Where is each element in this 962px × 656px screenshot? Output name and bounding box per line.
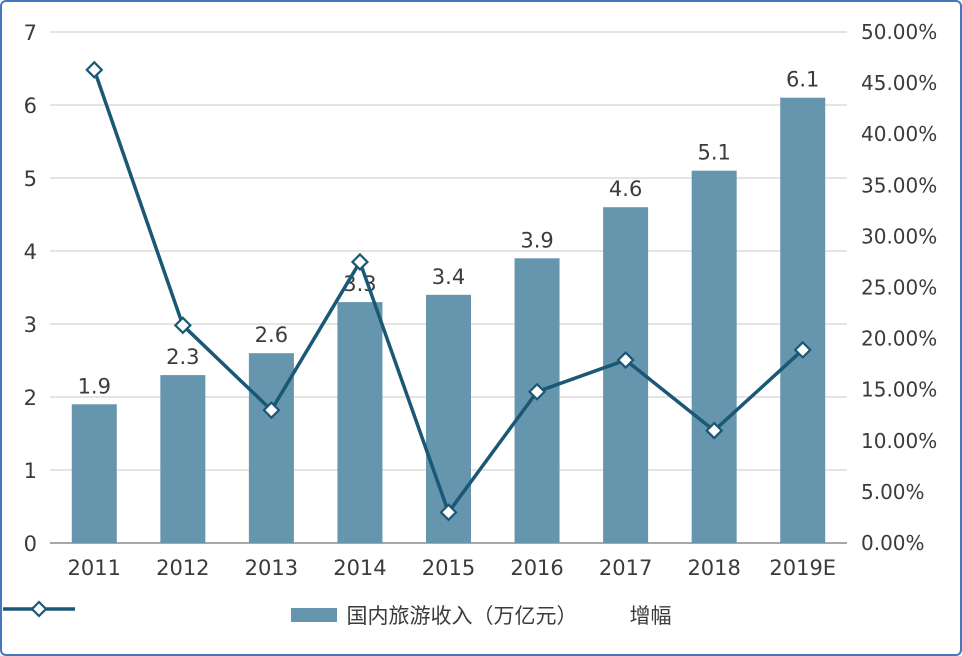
right-axis-tick-label: 10.00% bbox=[861, 429, 937, 453]
chart-legend: 国内旅游收入（万亿元） 增幅 bbox=[2, 600, 960, 630]
bar bbox=[603, 207, 649, 543]
legend-bar-swatch bbox=[290, 608, 337, 622]
left-axis-tick-label: 2 bbox=[24, 386, 37, 410]
left-axis-tick-label: 5 bbox=[24, 167, 37, 191]
bar bbox=[337, 302, 383, 543]
left-axis-tick-label: 6 bbox=[24, 94, 37, 118]
right-axis-tick-label: 15.00% bbox=[861, 378, 937, 402]
bar-value-label: 2.3 bbox=[166, 345, 199, 369]
category-label: 2013 bbox=[245, 556, 298, 580]
legend-item-growth: 增幅 bbox=[3, 600, 672, 630]
line-marker bbox=[350, 252, 369, 272]
left-axis-tick-label: 0 bbox=[24, 532, 37, 556]
right-axis-tick-label: 40.00% bbox=[861, 122, 937, 146]
right-axis-tick-label: 20.00% bbox=[861, 327, 937, 351]
category-label: 2012 bbox=[156, 556, 209, 580]
left-axis-tick-label: 7 bbox=[24, 21, 37, 45]
category-label: 2019E bbox=[769, 556, 836, 580]
right-axis-tick-label: 0.00% bbox=[861, 531, 925, 555]
right-axis-tick-label: 25.00% bbox=[861, 276, 937, 300]
line-marker bbox=[173, 316, 192, 335]
legend-label-revenue: 国内旅游收入（万亿元） bbox=[346, 604, 578, 628]
legend-diamond-marker bbox=[30, 600, 48, 618]
bar-value-label: 5.1 bbox=[697, 141, 730, 165]
left-axis-tick-label: 4 bbox=[24, 240, 37, 264]
right-axis-tick-label: 30.00% bbox=[861, 224, 937, 248]
line-marker bbox=[705, 421, 724, 440]
legend-line-swatch bbox=[3, 600, 75, 618]
legend-item-revenue: 国内旅游收入（万亿元） bbox=[290, 600, 578, 630]
line-marker bbox=[262, 401, 281, 420]
bar-value-label: 2.6 bbox=[255, 323, 288, 347]
right-axis-tick-label: 50.00% bbox=[861, 20, 937, 44]
line-marker bbox=[439, 503, 458, 522]
bar bbox=[780, 97, 826, 543]
left-axis-tick-label: 3 bbox=[24, 313, 37, 337]
line-marker bbox=[793, 340, 812, 359]
bar bbox=[426, 294, 471, 543]
legend-label-growth: 增幅 bbox=[629, 604, 672, 628]
bar bbox=[160, 375, 206, 543]
right-axis-tick-label: 5.00% bbox=[861, 480, 925, 504]
line-marker bbox=[616, 351, 635, 370]
category-label: 2015 bbox=[422, 556, 475, 580]
category-label: 2018 bbox=[687, 556, 740, 580]
category-label: 2011 bbox=[68, 556, 121, 580]
left-axis-tick-label: 1 bbox=[24, 459, 37, 483]
right-axis-tick-label: 35.00% bbox=[861, 173, 937, 197]
bar-value-label: 4.6 bbox=[609, 177, 642, 201]
line-marker bbox=[528, 382, 547, 401]
category-label: 2016 bbox=[510, 556, 563, 580]
right-axis-tick-label: 45.00% bbox=[861, 71, 937, 95]
bar-value-label: 3.9 bbox=[520, 228, 553, 252]
line-marker bbox=[85, 60, 104, 79]
bar bbox=[691, 170, 737, 543]
category-label: 2014 bbox=[333, 556, 386, 580]
bar-value-label: 1.9 bbox=[78, 374, 111, 398]
bar bbox=[71, 404, 117, 543]
category-label: 2017 bbox=[599, 556, 652, 580]
bar-value-label: 6.1 bbox=[786, 68, 819, 92]
bar-value-label: 3.4 bbox=[432, 265, 465, 289]
